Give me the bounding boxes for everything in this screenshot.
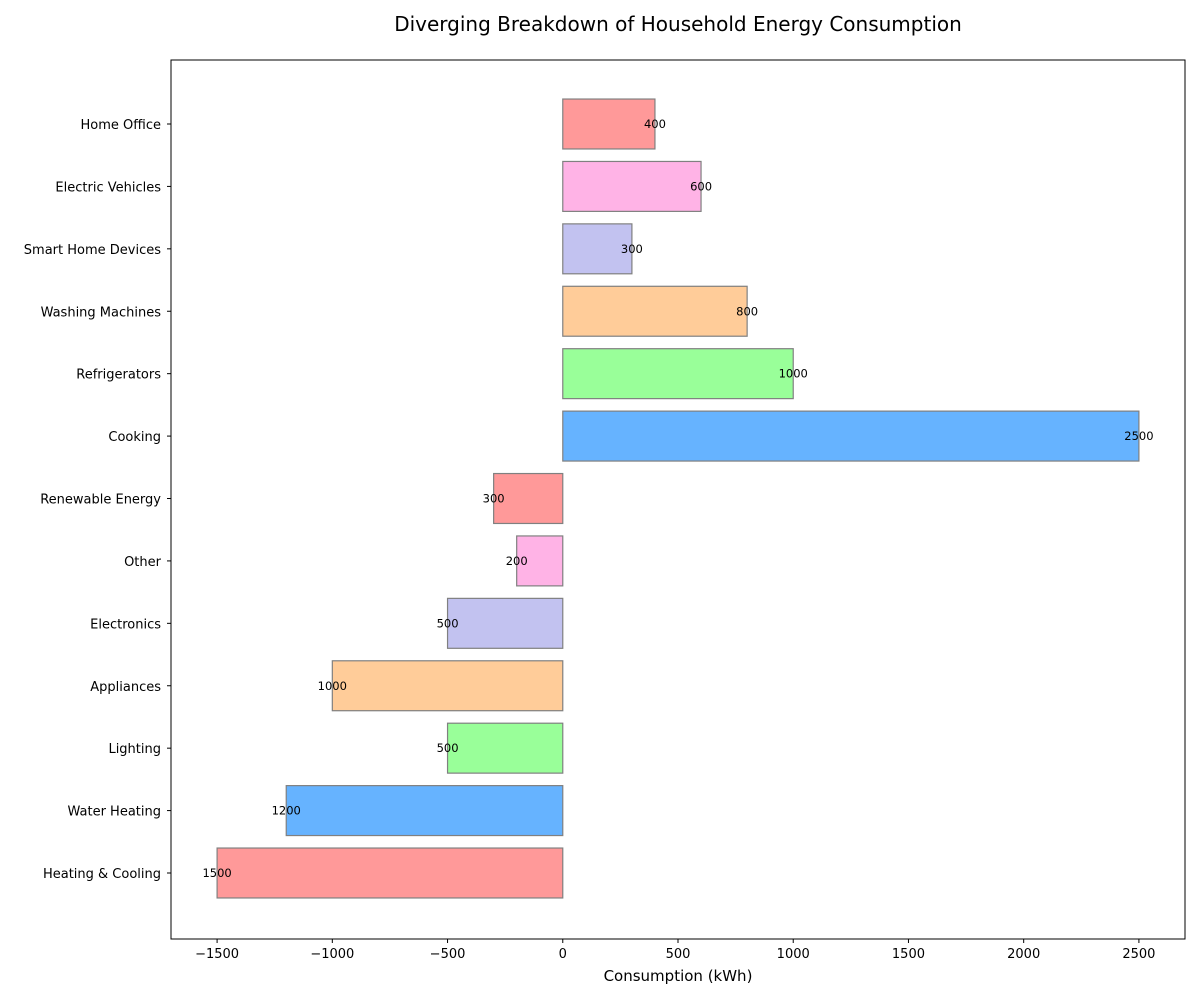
bar (562, 348, 794, 400)
y-tick-label: Cooking (108, 430, 161, 445)
data-label: 2500 (1124, 429, 1153, 443)
y-tick-label: Electric Vehicles (55, 180, 161, 195)
data-label: 1500 (202, 866, 231, 880)
bar (331, 660, 564, 712)
plot-frame (170, 59, 1186, 940)
data-label: 200 (506, 554, 528, 568)
bars-layer (216, 98, 1140, 899)
x-tick-label: 2000 (1007, 947, 1040, 962)
x-tick-label: −500 (430, 947, 466, 962)
y-tick-label: Lighting (108, 742, 161, 757)
y-tick-label: Washing Machines (41, 305, 162, 320)
y-tick-label: Smart Home Devices (24, 243, 161, 258)
data-labels-layer: 1500 1200 500 1000 500 200 300 2500 1000 800 300 60… (202, 117, 1153, 880)
x-tick-label: −1500 (195, 947, 239, 962)
bar (562, 160, 702, 212)
data-label: 1000 (318, 679, 347, 693)
x-tick-label: 0 (559, 947, 567, 962)
bar (562, 285, 748, 337)
x-tick-label: 1500 (892, 947, 925, 962)
bar (216, 847, 564, 899)
data-label: 600 (690, 179, 712, 193)
y-tick-label: Refrigerators (76, 368, 161, 383)
data-label: 800 (736, 304, 758, 318)
x-axis: −1500 −1000 −500 0 500 1000 1500 2000 2500 (195, 939, 1155, 962)
bar (516, 535, 564, 587)
y-axis: Heating & Cooling Water Heating Lighting Ap… (24, 118, 171, 882)
y-tick-label: Heating & Cooling (43, 867, 161, 882)
bar (446, 722, 564, 774)
x-tick-label: −1000 (310, 947, 354, 962)
bar (446, 597, 564, 649)
bar (285, 785, 564, 837)
bar (562, 223, 633, 275)
data-label: 300 (483, 492, 505, 506)
y-tick-label: Other (124, 555, 162, 570)
y-tick-label: Electronics (90, 617, 161, 632)
data-label: 500 (437, 741, 459, 755)
bar (562, 98, 656, 150)
x-axis-label: Consumption (kWh) (604, 967, 753, 985)
y-tick-label: Home Office (81, 118, 161, 133)
chart-title: Diverging Breakdown of Household Energy … (394, 12, 962, 36)
x-tick-label: 500 (666, 947, 691, 962)
data-label: 400 (644, 117, 666, 131)
bar (562, 410, 1140, 462)
data-label: 500 (437, 616, 459, 630)
y-tick-label: Appliances (90, 680, 161, 695)
x-tick-label: 1000 (777, 947, 810, 962)
x-tick-label: 2500 (1122, 947, 1155, 962)
bar (493, 472, 564, 525)
data-label: 300 (621, 242, 643, 256)
y-tick-label: Water Heating (67, 805, 161, 820)
data-label: 1200 (272, 804, 301, 818)
y-tick-label: Renewable Energy (40, 493, 161, 508)
data-label: 1000 (779, 367, 808, 381)
